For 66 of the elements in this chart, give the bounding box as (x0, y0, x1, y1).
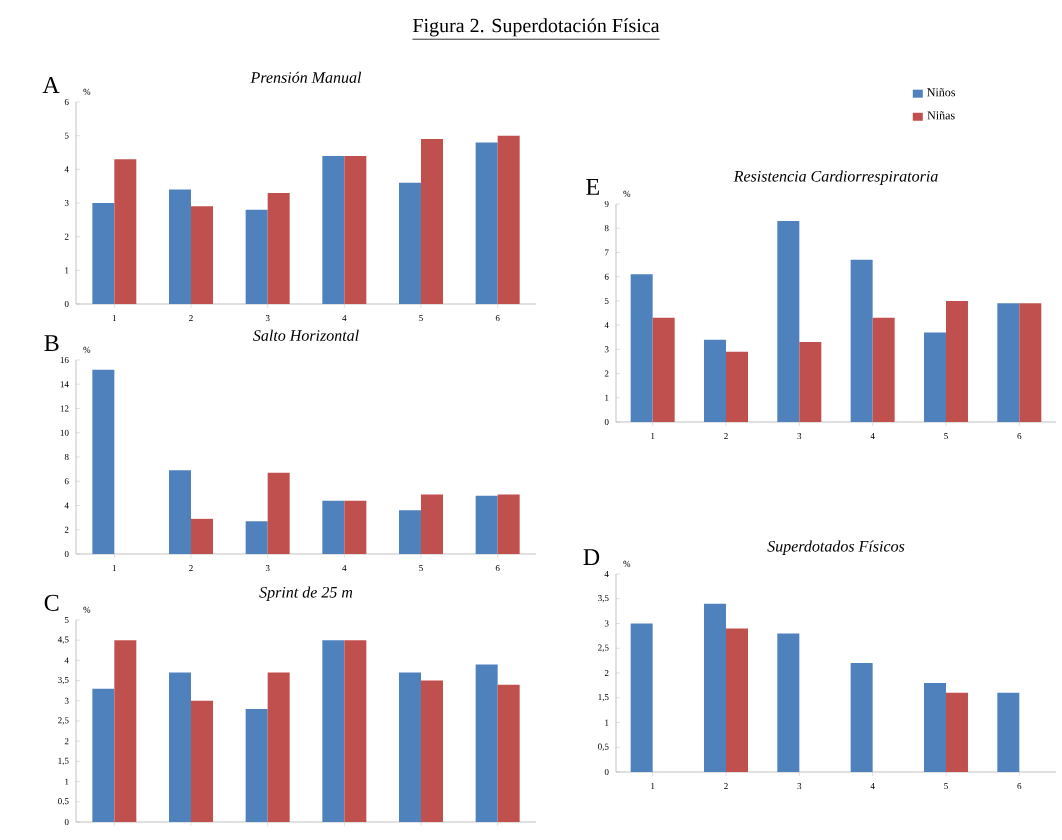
bar (497, 135, 520, 305)
bar (191, 700, 213, 823)
bar (399, 672, 421, 823)
bar (344, 640, 367, 823)
bar (114, 640, 137, 823)
bar (245, 209, 268, 305)
bar (92, 369, 115, 555)
bar (777, 221, 800, 423)
text: C (44, 594, 59, 612)
bar (92, 688, 115, 823)
bar (475, 142, 498, 305)
chart-title: Salto Horizontal (253, 329, 359, 342)
bar (322, 156, 345, 305)
bar (630, 274, 653, 423)
bar (872, 317, 895, 423)
bar (923, 683, 946, 773)
text: Figura 2. Superdotación Física (412, 18, 660, 37)
bar (399, 510, 421, 555)
bar (344, 156, 367, 305)
bar (421, 139, 443, 305)
bar (267, 193, 290, 305)
bar (92, 203, 115, 305)
bar (725, 351, 748, 423)
bar (1019, 303, 1042, 423)
bar (245, 521, 268, 555)
bar (923, 332, 946, 423)
bar (114, 159, 137, 305)
text: D (583, 549, 600, 566)
bar (421, 680, 443, 823)
bar (191, 206, 214, 305)
bar (245, 709, 268, 823)
chart-title: Resistencia Cardiorrespiratoria (733, 170, 938, 186)
chart-title: Prensión Manual (250, 71, 362, 84)
bar (850, 663, 873, 773)
bar (945, 692, 968, 773)
bar (169, 672, 192, 823)
bar (322, 640, 345, 823)
bar (191, 518, 213, 555)
text: E (586, 179, 599, 195)
bar (267, 672, 290, 823)
text: B (44, 335, 59, 352)
bar (497, 684, 520, 823)
bar (497, 494, 520, 555)
bar (704, 339, 726, 423)
bar (704, 603, 726, 773)
bar (344, 500, 367, 555)
bar (652, 317, 675, 423)
bar (799, 342, 822, 423)
bar (169, 470, 192, 555)
bar (421, 494, 443, 555)
bar (997, 692, 1020, 773)
bar (267, 472, 290, 555)
bar (475, 495, 498, 555)
bar (777, 633, 800, 773)
bar (997, 303, 1020, 423)
chart-title: Superdotados Físicos (767, 540, 905, 556)
bar (399, 182, 421, 305)
bar (945, 301, 968, 423)
bar (169, 189, 192, 305)
bar (322, 500, 345, 555)
bar (475, 664, 498, 823)
bar (725, 628, 748, 773)
chart-title: Sprint de 25 m (259, 586, 353, 602)
bar (630, 623, 653, 773)
text: A (42, 77, 60, 94)
bar (850, 259, 873, 423)
